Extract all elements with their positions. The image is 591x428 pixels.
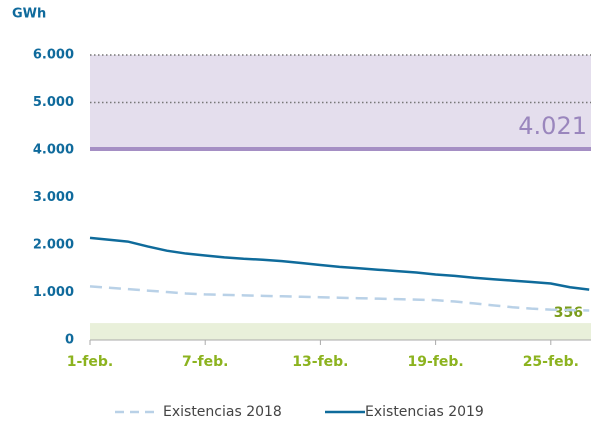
band-label: 356 bbox=[554, 305, 583, 321]
y-tick-label: 2.000 bbox=[33, 238, 74, 253]
series-line bbox=[89, 236, 590, 291]
y-tick-label: 4.000 bbox=[33, 143, 74, 158]
x-tick-label: 19-feb. bbox=[407, 354, 463, 370]
x-tick-label: 1-feb. bbox=[67, 354, 113, 370]
y-tick-label: 5.000 bbox=[33, 95, 74, 110]
series-line bbox=[89, 285, 590, 312]
band bbox=[90, 323, 591, 340]
x-tick-label: 25-feb. bbox=[523, 354, 579, 370]
band-label: 4.021 bbox=[518, 112, 587, 140]
x-tick-label: 13-feb. bbox=[292, 354, 348, 370]
y-unit: GWh bbox=[12, 7, 46, 22]
y-tick-label: 3.000 bbox=[33, 190, 74, 205]
legend-label: Existencias 2018 bbox=[163, 404, 282, 420]
band bbox=[90, 55, 591, 150]
x-tick-label: 7-feb. bbox=[182, 354, 228, 370]
legend-label: Existencias 2019 bbox=[365, 404, 484, 420]
y-tick-label: 0 bbox=[65, 333, 74, 348]
y-tick-label: 6.000 bbox=[33, 48, 74, 63]
y-tick-label: 1.000 bbox=[33, 285, 74, 300]
